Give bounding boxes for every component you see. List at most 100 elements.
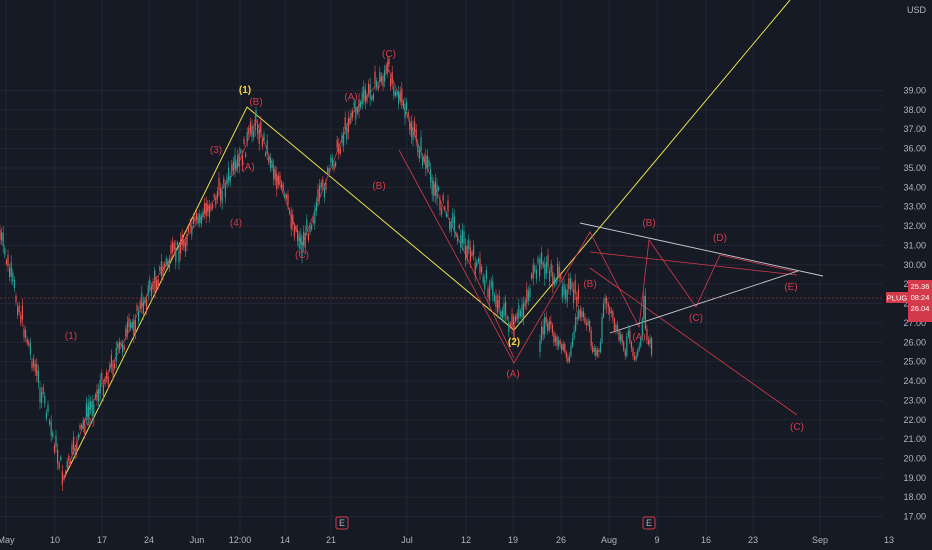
history-candle-body — [178, 249, 180, 263]
history-candle-body — [34, 363, 36, 372]
red-projection-line — [589, 267, 798, 416]
candle-body — [647, 340, 650, 345]
history-candle-body — [197, 216, 199, 224]
yellow-wave-label: (1) — [239, 85, 251, 96]
history-candle-body — [273, 165, 275, 179]
history-candle-body — [379, 71, 381, 83]
history-candle-body — [277, 176, 279, 185]
history-candle-body — [212, 204, 214, 209]
history-candle-body — [535, 269, 537, 279]
history-candle-body — [218, 178, 220, 191]
history-candle-body — [325, 182, 327, 190]
y-tick-label: 20.00 — [903, 453, 926, 463]
history-candle-body — [199, 213, 201, 224]
candle-body — [590, 330, 592, 347]
history-candle-body — [184, 241, 186, 252]
history-candle-body — [220, 188, 222, 201]
candle-body — [550, 320, 552, 325]
history-candle-body — [172, 241, 174, 253]
history-candle-body — [290, 214, 292, 230]
history-candle-body — [415, 129, 417, 141]
history-candle-body — [347, 118, 349, 133]
candle-body — [547, 322, 549, 331]
history-candle-body — [240, 149, 242, 153]
history-candle-body — [12, 272, 14, 281]
history-candle-body — [569, 278, 571, 290]
history-candle-body — [355, 106, 357, 120]
history-candle-body — [339, 148, 341, 154]
earnings-marker-2[interactable]: E — [642, 516, 656, 530]
candle-body — [589, 320, 591, 331]
candle-body — [582, 311, 584, 318]
earnings-marker-1[interactable]: E — [335, 516, 349, 530]
candle-body — [570, 346, 572, 356]
history-candle-body — [509, 323, 511, 328]
x-tick-label: 21 — [326, 535, 336, 545]
history-candle-body — [557, 263, 559, 277]
history-candle-body — [515, 316, 517, 322]
history-candle-body — [519, 310, 521, 317]
candle-body — [554, 336, 557, 343]
history-candle-body — [331, 157, 333, 166]
history-candle-body — [122, 343, 124, 353]
history-candle-body — [159, 267, 161, 271]
history-candle-body — [141, 292, 143, 307]
y-tick-label: 34.00 — [903, 182, 926, 192]
history-candle-body — [542, 262, 544, 267]
x-tick-label: 19 — [508, 535, 518, 545]
candle-body — [610, 311, 612, 314]
y-tick-label: 22.00 — [903, 415, 926, 425]
history-candle-body — [420, 137, 422, 152]
history-candle-body — [341, 135, 343, 144]
y-tick-label: 25.00 — [903, 357, 926, 367]
red-wave-line-3 — [398, 149, 798, 364]
history-candle-body — [136, 305, 138, 311]
history-candle-body — [120, 342, 122, 346]
history-candle-body — [335, 162, 337, 167]
history-candle-body — [118, 341, 120, 350]
history-candle-body — [152, 282, 154, 290]
history-candle-body — [466, 246, 468, 259]
candle-body — [578, 309, 580, 320]
history-candle-body — [433, 183, 435, 196]
history-candle-body — [398, 91, 400, 104]
history-candle-body — [21, 305, 23, 320]
y-tick-label: 27.00 — [903, 318, 926, 328]
history-candle-body — [577, 289, 579, 300]
history-candle-body — [476, 261, 478, 267]
history-candle-body — [76, 441, 78, 453]
history-candle-body — [104, 379, 106, 385]
y-tick-label: 24.00 — [903, 376, 926, 386]
candle-body — [562, 344, 564, 351]
red-wave-label: (D) — [713, 233, 727, 244]
history-candle-body — [90, 400, 92, 410]
history-candle-body — [87, 405, 89, 420]
history-candle-body — [371, 96, 373, 100]
history-candle-body — [449, 221, 451, 230]
history-candle-body — [356, 108, 358, 114]
history-candle-body — [2, 232, 4, 247]
x-tick-label: 14 — [280, 535, 290, 545]
earnings-icon: E — [339, 518, 345, 528]
history-candle-body — [485, 269, 487, 279]
history-candle-body — [4, 248, 6, 255]
triangle-upper-line — [579, 222, 824, 277]
history-candle-body — [253, 130, 255, 138]
candle-body — [544, 317, 546, 335]
history-candle-body — [160, 261, 162, 276]
history-candle-body — [176, 242, 178, 246]
history-candle-body — [393, 86, 395, 96]
history-candle-body — [266, 140, 268, 154]
candle-body — [540, 326, 543, 341]
y-axis[interactable]: 17.00 18.00 19.00 20.00 21.00 22.00 23.00 24.00… — [883, 0, 932, 550]
candle-body — [613, 319, 615, 331]
history-candle-body — [180, 239, 182, 254]
x-axis[interactable]: May 10 17 24 Jun 12:00 14 21 Jul 12 19 26 Aug 9 16 23 Se… — [0, 535, 894, 545]
candle-body — [602, 303, 605, 318]
history-candle-body — [307, 233, 309, 240]
history-candle-body — [125, 328, 127, 337]
history-candle-body — [265, 152, 267, 156]
history-candle-body — [350, 112, 352, 120]
